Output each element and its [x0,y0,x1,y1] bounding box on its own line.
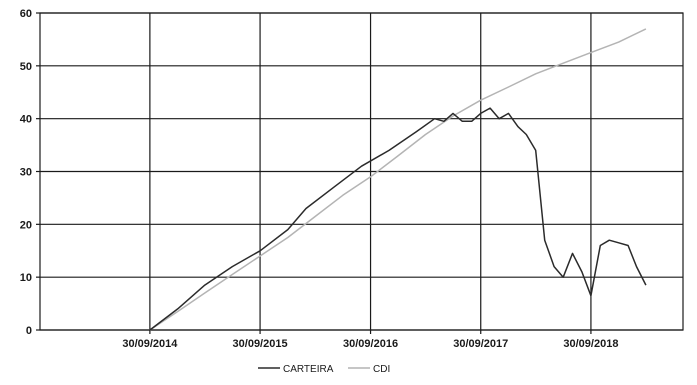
x-tick-label: 30/09/2016 [343,338,398,350]
y-tick-label: 40 [20,114,32,126]
y-tick-label: 20 [20,219,32,231]
x-tick-label: 30/09/2015 [233,338,288,350]
y-tick-label: 10 [20,272,32,284]
x-tick-label: 30/09/2014 [122,338,178,350]
y-tick-label: 60 [20,8,32,20]
x-tick-label: 30/09/2017 [453,338,508,350]
series-line-carteira [149,107,647,331]
y-tick-label: 30 [20,167,32,179]
y-tick-label: 0 [26,325,32,337]
y-tick-label: 50 [20,61,32,73]
legend-label-cdi: CDI [373,364,390,375]
series-line-cdi [149,28,647,331]
x-tick-label: 30/09/2018 [563,338,618,350]
legend-label-carteira: CARTEIRA [283,364,334,375]
